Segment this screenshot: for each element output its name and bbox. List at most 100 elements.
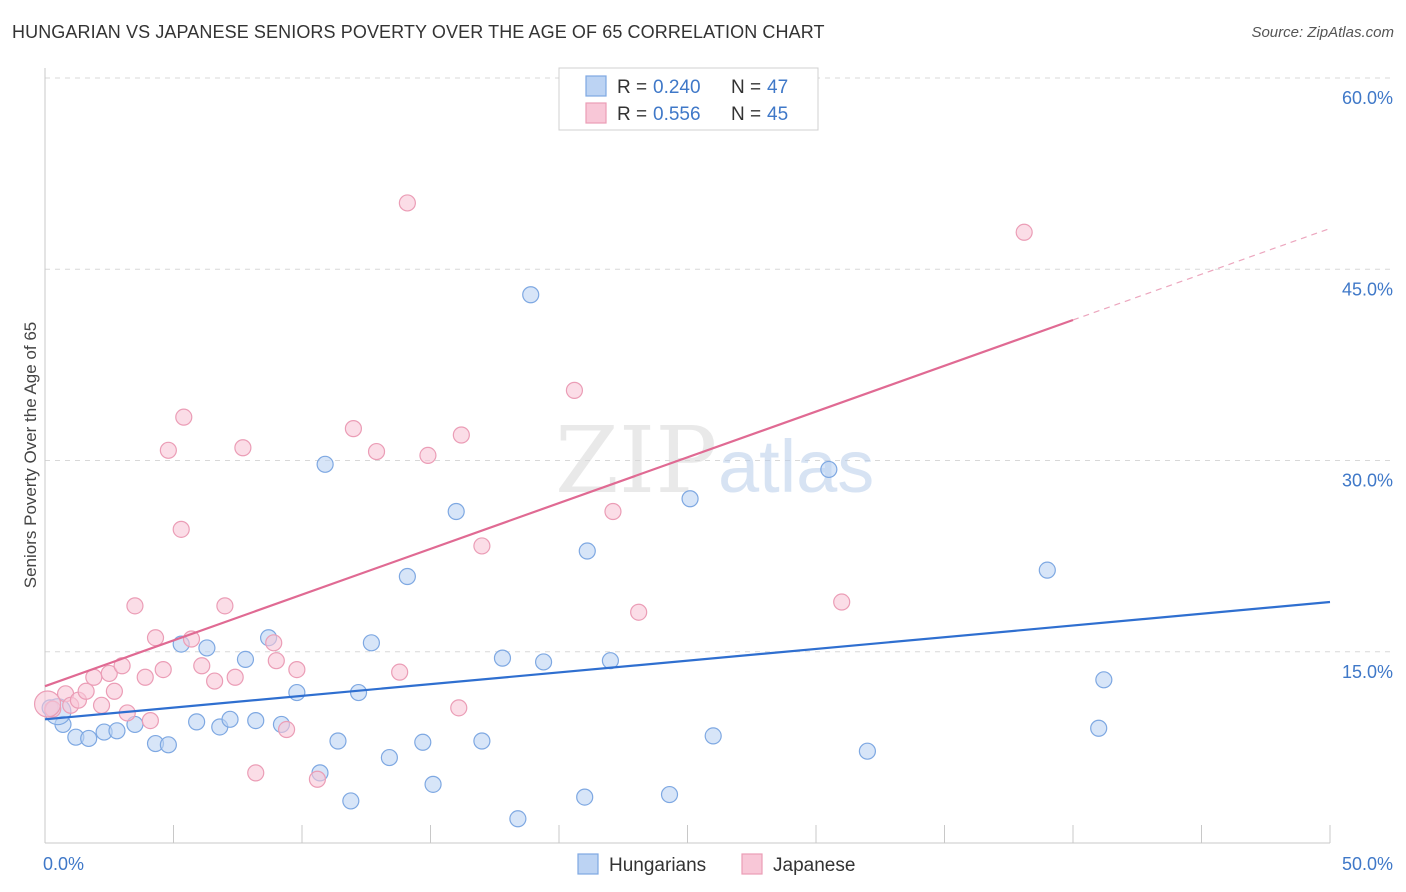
y-axis-title: Seniors Poverty Over the Age of 65 [21,322,40,588]
japanese-point [391,663,409,681]
japanese-point [473,537,491,555]
bottom-legend-japanese: Japanese [773,855,855,876]
japanese-point [452,426,470,444]
japanese-point [136,668,154,686]
hungarians-trend-line [44,600,1331,721]
x-tick-label-min: 0.0% [43,854,84,874]
bottom-legend-swatch-hungarians [577,853,599,875]
japanese-point [367,442,386,461]
legend-r-label-2: R = [617,104,647,125]
hungarians-point [80,729,98,748]
japanese-point [450,699,468,717]
chart-title: HUNGARIAN VS JAPANESE SENIORS POVERTY OV… [12,22,825,42]
hungarians-point [108,722,126,740]
hungarians-point [1038,561,1056,579]
japanese-point [193,657,211,675]
hungarians-point [424,775,442,793]
japanese-point [33,690,62,718]
legend: R = 0.240 N = 47 R = 0.556 N = 45 [558,67,819,131]
hungarians-point [316,455,334,473]
x-tick-labels: 0.0% 50.0% [43,854,1393,874]
watermark-atlas: atlas [718,425,874,508]
hungarians-point [473,732,491,750]
y-tick-label: 30.0% [1342,471,1393,491]
japanese-point [833,593,851,611]
hungarians-point [380,748,398,767]
japanese-point [247,764,265,782]
hungarians-point [414,733,432,751]
hungarians-point [288,683,306,702]
hungarians-point [447,502,465,521]
japanese-point [344,420,362,438]
hungarians-point [342,792,360,810]
hungarians-point [681,490,699,508]
japanese-trend-line-extension [1072,227,1331,321]
legend-n-value-1: 47 [767,77,788,98]
y-tick-label: 45.0% [1342,279,1393,299]
bottom-legend-hungarians: Hungarians [609,855,706,876]
hungarians-point [534,653,553,671]
bottom-legend-swatch-japanese [741,853,763,875]
japanese-point [1015,223,1033,241]
japanese-point [234,439,252,457]
source-label: Source: ZipAtlas.com [1251,24,1394,41]
hungarians-point [221,710,239,728]
japanese-point [172,520,190,538]
legend-swatch-hungarians [585,75,607,97]
hungarians-point [858,742,877,760]
hungarians-point [247,711,265,730]
hungarians-point [188,713,206,731]
hungarians-point [349,683,368,702]
japanese-point [604,502,622,521]
japanese-point [141,711,159,730]
japanese-point [154,660,172,679]
x-tick-label-max: 50.0% [1342,854,1393,874]
japanese-point [267,652,285,670]
hungarians-point [198,639,216,657]
japanese-point [105,682,123,700]
japanese-point [226,668,244,686]
data-points [33,194,1113,828]
japanese-point [398,194,416,212]
hungarians-point [1090,719,1108,737]
japanese-point [419,446,437,464]
hungarians-point [509,810,527,828]
hungarians-point [578,542,596,560]
japanese-point [565,381,584,399]
legend-n-label-2: N = [731,104,761,125]
japanese-point [126,597,144,615]
hungarians-point [704,727,722,745]
japanese-point [308,770,327,788]
hungarians-point [660,785,679,804]
trend-lines [44,227,1331,721]
japanese-point [159,441,177,459]
japanese-point [100,664,118,683]
japanese-point [630,603,648,621]
japanese-point [288,660,306,679]
hungarians-point [1095,671,1113,689]
y-tick-label: 60.0% [1342,88,1393,108]
legend-n-label-1: N = [731,77,761,98]
hungarians-point [522,286,540,304]
hungarians-point [329,732,347,750]
japanese-point [216,597,234,615]
hungarians-point [362,634,380,652]
japanese-point [277,720,296,739]
hungarians-point [398,567,416,586]
japanese-point [92,696,111,714]
gridlines [45,77,1395,653]
japanese-point [265,634,283,652]
legend-r-value-2: 0.556 [653,104,701,125]
y-tick-label: 15.0% [1342,662,1393,682]
hungarians-point [576,788,594,806]
japanese-point [206,672,224,690]
legend-swatch-japanese [585,102,607,124]
hungarians-point [820,460,838,479]
japanese-trend-line [44,318,1074,688]
japanese-point [175,408,193,426]
hungarians-point [493,649,512,667]
legend-r-label-1: R = [617,77,647,98]
japanese-point [146,629,165,647]
y-tick-labels: 15.0% 30.0% 45.0% 60.0% [1342,88,1393,682]
